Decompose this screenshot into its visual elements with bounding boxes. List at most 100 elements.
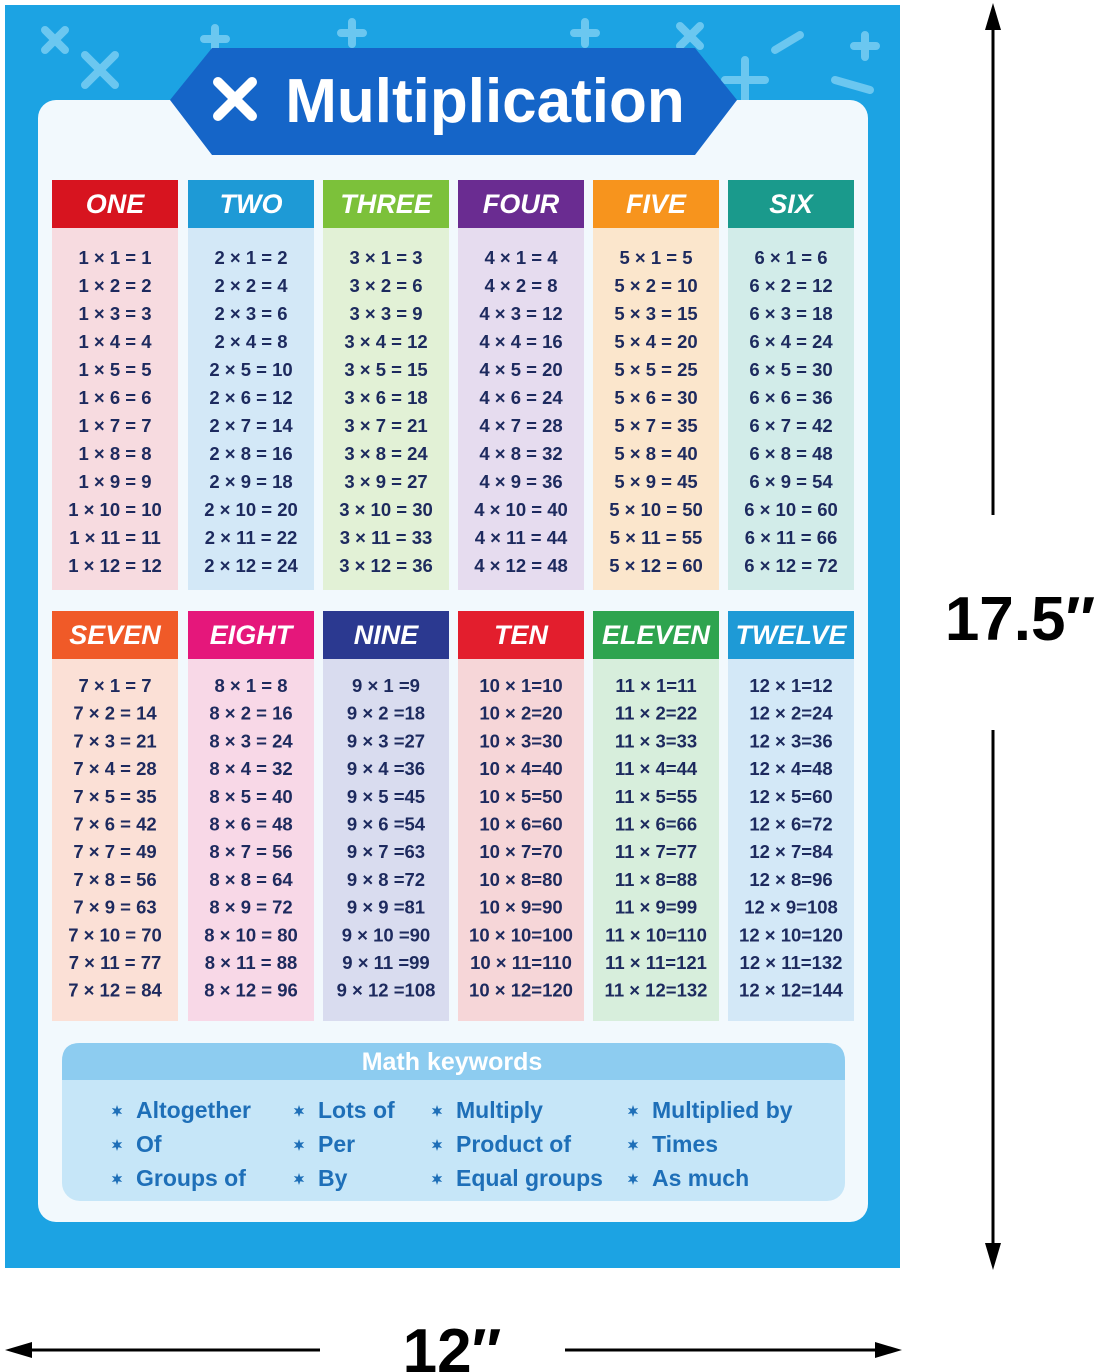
table-name: SIX xyxy=(769,189,815,219)
table-name: SEVEN xyxy=(69,620,161,650)
equation: 11 × 2=22 xyxy=(615,703,697,724)
equation: 3 × 2 = 6 xyxy=(349,275,422,296)
equation: 8 × 7 = 56 xyxy=(209,841,292,862)
equation: 5 × 10 = 50 xyxy=(609,499,703,520)
equation: 10 × 11=110 xyxy=(470,952,572,973)
equation: 3 × 3 = 9 xyxy=(349,303,422,324)
equation: 4 × 1 = 4 xyxy=(484,247,558,268)
equation: 9 × 6 =54 xyxy=(347,814,426,835)
equation: 10 × 2=20 xyxy=(479,703,562,724)
bullet xyxy=(431,1105,443,1117)
table-header xyxy=(728,611,854,659)
table-body xyxy=(52,228,178,590)
equation: 9 × 8 =72 xyxy=(347,869,425,890)
equation: 8 × 11 = 88 xyxy=(205,952,298,973)
equation: 10 × 1=10 xyxy=(479,675,562,696)
equation: 6 × 8 = 48 xyxy=(749,443,832,464)
keyword: Product of xyxy=(456,1131,571,1157)
equation: 4 × 6 = 24 xyxy=(479,387,563,408)
equation: 4 × 9 = 36 xyxy=(479,471,562,492)
table-header xyxy=(458,180,584,228)
equation: 8 × 6 = 48 xyxy=(209,814,292,835)
height-label: 17.5″ xyxy=(945,585,1095,654)
equation: 5 × 12 = 60 xyxy=(609,555,703,576)
equation: 7 × 6 = 42 xyxy=(73,814,156,835)
equation: 2 × 11 = 22 xyxy=(205,527,298,548)
keyword: Equal groups xyxy=(456,1165,603,1191)
equation: 8 × 5 = 40 xyxy=(209,786,292,807)
equation: 11 × 12=132 xyxy=(605,980,708,1001)
table-body xyxy=(593,659,719,1021)
table-name: TWO xyxy=(220,189,283,219)
equation: 2 × 5 = 10 xyxy=(209,359,292,380)
equation: 10 × 3=30 xyxy=(479,730,562,751)
equation: 9 × 7 =63 xyxy=(347,841,425,862)
equation: 9 × 12 =108 xyxy=(337,980,436,1001)
equation: 11 × 3=33 xyxy=(615,730,697,751)
table-name: ONE xyxy=(86,189,146,219)
keyword: By xyxy=(318,1165,348,1191)
equation: 6 × 12 = 72 xyxy=(744,555,838,576)
bullet xyxy=(431,1173,443,1185)
equation: 3 × 1 = 3 xyxy=(349,247,422,268)
equation: 9 × 4 =36 xyxy=(347,758,425,779)
equation: 2 × 1 = 2 xyxy=(214,247,287,268)
equation: 8 × 4 = 32 xyxy=(209,758,292,779)
table-body xyxy=(188,228,314,590)
equation: 2 × 9 = 18 xyxy=(209,471,292,492)
bullet xyxy=(293,1139,305,1151)
decorative-symbols xyxy=(41,18,880,104)
equation: 2 × 7 = 14 xyxy=(209,415,293,436)
equation: 7 × 3 = 21 xyxy=(73,730,156,751)
equation: 7 × 7 = 49 xyxy=(73,841,156,862)
equation: 6 × 7 = 42 xyxy=(749,415,832,436)
equation: 5 × 9 = 45 xyxy=(614,471,697,492)
equation: 10 × 7=70 xyxy=(479,841,562,862)
equation: 3 × 9 = 27 xyxy=(344,471,427,492)
equation: 2 × 12 = 24 xyxy=(204,555,298,576)
equation: 10 × 4=40 xyxy=(479,758,562,779)
equation: 7 × 1 = 7 xyxy=(78,675,151,696)
equation: 3 × 4 = 12 xyxy=(344,331,427,352)
equation: 9 × 9 =81 xyxy=(347,897,425,918)
dimension-arrows xyxy=(15,15,995,1352)
equation: 10 × 10=100 xyxy=(469,924,573,945)
equation: 8 × 2 = 16 xyxy=(209,703,292,724)
equation: 11 × 7=77 xyxy=(615,841,697,862)
bullet xyxy=(431,1139,443,1151)
width-label: 12″ xyxy=(403,1317,502,1372)
equation: 5 × 6 = 30 xyxy=(614,387,697,408)
table-header xyxy=(323,611,449,659)
equation: 9 × 11 =99 xyxy=(342,952,429,973)
equation: 6 × 6 = 36 xyxy=(749,387,832,408)
equation: 11 × 10=110 xyxy=(605,924,707,945)
equation: 1 × 9 = 9 xyxy=(78,471,151,492)
equation: 6 × 9 = 54 xyxy=(749,471,833,492)
equation: 8 × 9 = 72 xyxy=(209,897,292,918)
equation: 1 × 7 = 7 xyxy=(78,415,151,436)
table-name: FIVE xyxy=(626,189,687,219)
table-header xyxy=(458,611,584,659)
equation: 12 × 5=60 xyxy=(749,786,832,807)
equation: 2 × 3 = 6 xyxy=(214,303,287,324)
table-body xyxy=(458,659,584,1021)
equation: 12 × 1=12 xyxy=(749,675,832,696)
table-header xyxy=(593,611,719,659)
bullet xyxy=(627,1105,639,1117)
equation: 7 × 8 = 56 xyxy=(73,869,156,890)
equation: 10 × 12=120 xyxy=(469,980,573,1001)
equation: 1 × 4 = 4 xyxy=(78,331,152,352)
equation: 7 × 10 = 70 xyxy=(68,924,162,945)
title-banner xyxy=(170,48,737,155)
title: Multiplication xyxy=(285,67,685,136)
equation: 8 × 1 = 8 xyxy=(214,675,287,696)
keywords-header xyxy=(62,1043,845,1080)
table-name: EIGHT xyxy=(210,620,295,650)
equation: 9 × 3 =27 xyxy=(347,730,425,751)
equation: 4 × 8 = 32 xyxy=(479,443,562,464)
keyword: Altogether xyxy=(136,1097,251,1123)
equation: 2 × 8 = 16 xyxy=(209,443,292,464)
equation: 5 × 1 = 5 xyxy=(619,247,692,268)
bullet xyxy=(111,1173,123,1185)
